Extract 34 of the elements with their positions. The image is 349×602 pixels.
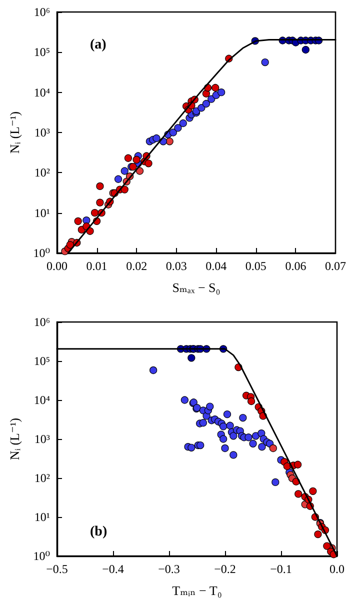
x-tick-label: 0.02 xyxy=(126,259,148,273)
y-tick-label: 10⁶ xyxy=(34,315,50,329)
x-tick-label: 0.0 xyxy=(330,562,344,576)
x-tick-label: 0.00 xyxy=(46,259,68,273)
y-tick-label: 10² xyxy=(34,471,50,485)
x-tick-label: −0.3 xyxy=(158,562,180,576)
y-tick-label: 10² xyxy=(34,166,50,180)
y-tick-label: 10¹ xyxy=(34,510,50,524)
y-tick-label: 10⁶ xyxy=(34,5,50,19)
x-tick-label: −0.2 xyxy=(214,562,236,576)
annotation: (b) xyxy=(90,524,108,540)
x-tick-label: 0.06 xyxy=(285,259,306,273)
x-tick-label: −0.5 xyxy=(46,562,68,576)
y-tick-label: 10⁴ xyxy=(34,85,50,100)
x-axis-title: Sₘₐₓ − S₀ xyxy=(172,280,220,295)
y-tick-label: 10⁵ xyxy=(34,45,50,60)
y-tick-label: 10¹ xyxy=(34,206,50,220)
x-tick-label: 0.05 xyxy=(245,259,266,273)
x-tick-label: 0.01 xyxy=(86,259,108,273)
y-tick-label: 10⁰ xyxy=(33,246,50,260)
y-tick-label: 10⁴ xyxy=(34,393,50,407)
x-tick-label: −0.1 xyxy=(270,562,292,576)
x-tick-label: 0.04 xyxy=(206,259,227,273)
y-tick-label: 10³ xyxy=(34,126,50,140)
y-tick-label: 10⁰ xyxy=(33,549,50,563)
x-axis-title: Tₘᵢₙ − T₀ xyxy=(172,583,222,598)
x-tick-label: 0.03 xyxy=(166,259,187,273)
y-axis-title: Nᵢ (L⁻¹) xyxy=(7,418,22,460)
x-tick-label: −0.4 xyxy=(102,562,124,576)
annotation: (a) xyxy=(90,38,107,52)
x-tick-label: 0.07 xyxy=(325,259,346,273)
y-tick-label: 10⁵ xyxy=(34,354,50,368)
y-tick-label: 10³ xyxy=(34,432,50,446)
y-axis-title: Nᵢ (L⁻¹) xyxy=(7,111,22,154)
